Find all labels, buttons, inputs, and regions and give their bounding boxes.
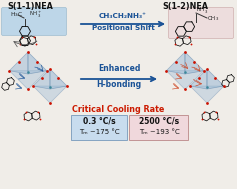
Polygon shape	[185, 52, 204, 74]
Polygon shape	[50, 69, 67, 89]
Polygon shape	[9, 52, 28, 74]
Polygon shape	[33, 86, 67, 103]
Text: Tₘ ~193 °C: Tₘ ~193 °C	[139, 129, 179, 135]
Text: Enhanced: Enhanced	[98, 64, 140, 73]
Text: 0.3 °C/s: 0.3 °C/s	[83, 116, 115, 125]
Text: H-bonding: H-bonding	[96, 80, 141, 89]
FancyBboxPatch shape	[72, 115, 128, 139]
Polygon shape	[9, 71, 47, 89]
Text: Critical Cooling Rate: Critical Cooling Rate	[72, 105, 164, 114]
FancyBboxPatch shape	[1, 8, 67, 36]
Text: 2500 °C/s: 2500 °C/s	[139, 116, 179, 125]
Polygon shape	[28, 52, 47, 74]
Text: CH$_3$: CH$_3$	[207, 15, 219, 23]
Text: S(1-2)NEA: S(1-2)NEA	[162, 2, 208, 11]
FancyBboxPatch shape	[129, 115, 188, 139]
Polygon shape	[190, 69, 207, 89]
Text: Positional Shift: Positional Shift	[92, 25, 154, 31]
FancyBboxPatch shape	[169, 8, 233, 39]
Text: Tₘ ~175 °C: Tₘ ~175 °C	[79, 129, 119, 135]
Polygon shape	[33, 69, 50, 89]
Polygon shape	[166, 71, 204, 89]
Text: S(1-1)NEA: S(1-1)NEA	[7, 2, 53, 11]
Text: NH$_3^+$: NH$_3^+$	[29, 10, 43, 20]
Text: H$_3$C: H$_3$C	[10, 11, 23, 19]
Polygon shape	[190, 86, 224, 103]
Text: NH$_3^+$: NH$_3^+$	[196, 6, 210, 16]
Text: CH₃CH₂NH₃⁺: CH₃CH₂NH₃⁺	[99, 13, 147, 19]
Polygon shape	[166, 52, 185, 74]
Polygon shape	[207, 69, 224, 89]
